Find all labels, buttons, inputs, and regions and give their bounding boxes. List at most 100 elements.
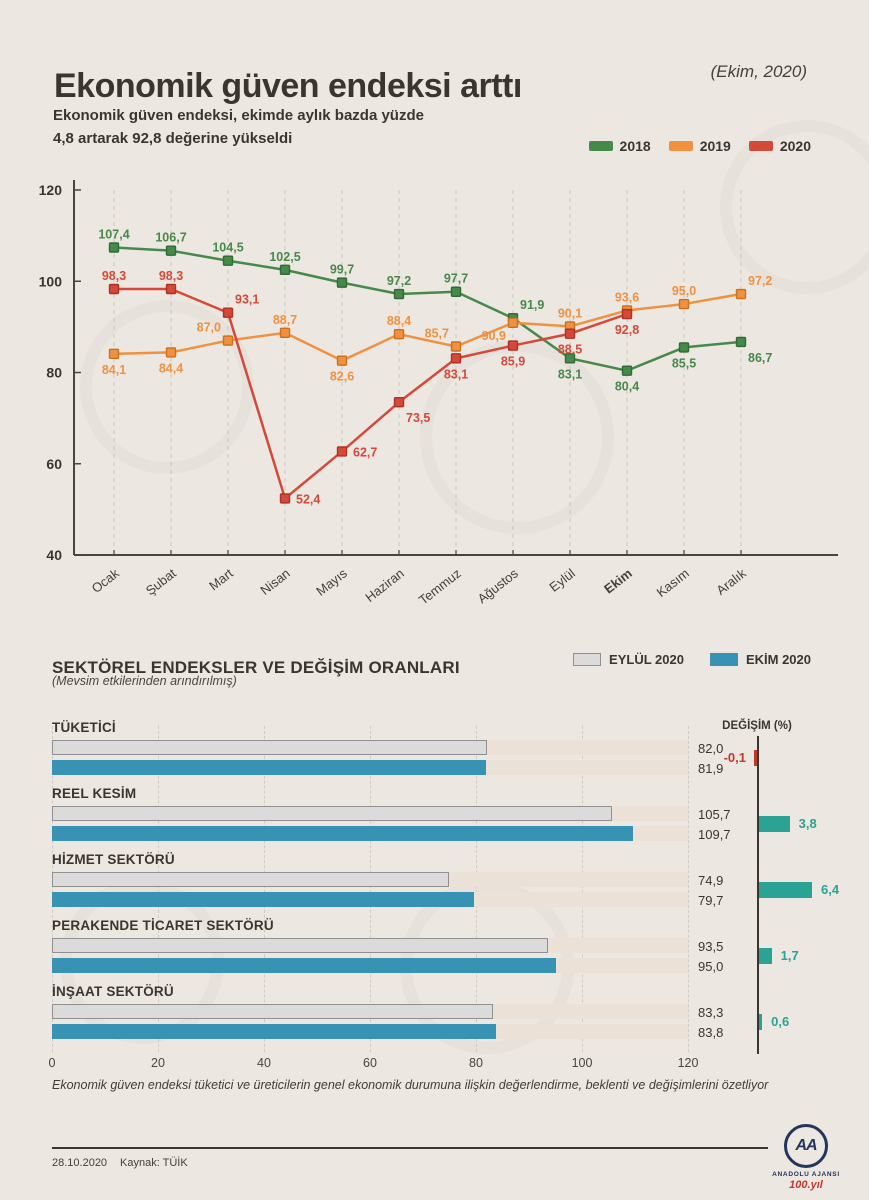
change-bar xyxy=(757,1013,763,1030)
line-chart-legend: 2018 2019 2020 xyxy=(588,138,811,154)
data-label: 90,1 xyxy=(558,306,582,320)
data-point-2018 xyxy=(393,288,405,300)
x-axis-label: Mayıs xyxy=(313,565,350,598)
bar-EYLÜL 2020 xyxy=(52,806,613,821)
data-label: 97,7 xyxy=(444,272,468,286)
gridline xyxy=(370,726,371,1052)
y-axis-label: 100 xyxy=(39,273,63,289)
bar-EYLÜL 2020 xyxy=(52,740,487,755)
x-axis-label: Nisan xyxy=(257,566,292,598)
legend-label: 2019 xyxy=(699,138,731,154)
data-label: 106,7 xyxy=(155,231,186,245)
data-point-2018 xyxy=(678,342,690,353)
data-label: 87,0 xyxy=(197,321,221,335)
data-point-2018 xyxy=(564,353,576,364)
page-subtitle: Ekonomik güven endeksi, ekimde aylık baz… xyxy=(53,104,424,151)
data-label: 83,1 xyxy=(444,367,468,381)
bar-chart-legend: EYLÜL 2020 EKİM 2020 xyxy=(573,652,811,667)
data-label: 97,2 xyxy=(748,274,772,288)
agency-logo: AA ANADOLU AJANSI 100.yıl xyxy=(771,1124,841,1191)
bar-EKİM 2020 xyxy=(52,826,634,841)
data-point-2020 xyxy=(621,308,633,320)
data-label: 107,4 xyxy=(98,227,129,241)
bar-category-label: REEL KESİM xyxy=(52,786,137,801)
data-point-2018 xyxy=(108,242,120,253)
y-axis-label: 80 xyxy=(46,365,62,381)
bar-value-label: 79,7 xyxy=(698,893,724,908)
x-axis-label: Haziran xyxy=(362,566,407,605)
legend-label: EYLÜL 2020 xyxy=(609,652,684,667)
footer-divider xyxy=(52,1147,768,1149)
data-point-2019 xyxy=(735,288,747,300)
x-axis-label: Aralık xyxy=(713,565,749,598)
gridline xyxy=(688,726,689,1052)
data-label: 84,4 xyxy=(159,361,183,375)
aa-logo-icon: AA xyxy=(784,1124,828,1168)
x-axis-label: Kasım xyxy=(654,566,692,601)
data-point-2020 xyxy=(336,446,348,457)
data-point-2020 xyxy=(108,283,120,295)
gridline xyxy=(52,726,53,1052)
bar-EKİM 2020 xyxy=(52,760,487,775)
data-label: 97,2 xyxy=(387,274,411,288)
footnote: Ekonomik güven endeksi tüketici ve üreti… xyxy=(52,1078,769,1092)
bar-category-label: HİZMET SEKTÖRÜ xyxy=(52,852,175,867)
subtitle-line-2: 4,8 artarak 92,8 değerine yükseldi xyxy=(53,130,293,148)
period-label: (Ekim, 2020) xyxy=(710,62,807,81)
gridline xyxy=(264,726,265,1052)
bar-EYLÜL 2020 xyxy=(52,872,449,887)
data-point-2018 xyxy=(450,286,462,297)
data-point-2019 xyxy=(507,317,519,328)
data-label: 62,7 xyxy=(353,445,377,459)
data-label: 99,7 xyxy=(330,263,354,277)
change-bar xyxy=(757,947,772,964)
subtitle-line-1: Ekonomik güven endeksi, ekimde aylık baz… xyxy=(53,107,424,124)
data-point-2018 xyxy=(336,277,348,288)
legend-label: EKİM 2020 xyxy=(745,652,811,667)
data-point-2020 xyxy=(564,328,576,339)
legend-swatch-icon xyxy=(709,653,738,666)
section-title: SEKTÖREL ENDEKSLER VE DEĞİŞİM ORANLARI xyxy=(52,658,460,678)
change-bar xyxy=(757,815,790,832)
data-label: 83,1 xyxy=(558,367,582,381)
data-label: 93,6 xyxy=(615,290,639,304)
legend-item-2019: 2019 xyxy=(668,138,731,154)
data-label: 52,4 xyxy=(296,492,320,506)
change-column-header: DEĞİŞİM (%) xyxy=(722,720,792,732)
change-value-label: 1,7 xyxy=(780,947,799,963)
legend-item-2020: 2020 xyxy=(748,138,811,154)
data-label: 88,5 xyxy=(558,343,582,357)
bar-EKİM 2020 xyxy=(52,1024,497,1039)
data-point-2020 xyxy=(450,353,462,364)
legend-label: 2018 xyxy=(619,138,651,154)
data-point-2019 xyxy=(279,327,291,339)
data-label: 73,5 xyxy=(406,411,430,425)
legend-swatch-icon xyxy=(748,141,773,151)
bar-value-label: 109,7 xyxy=(698,827,731,842)
change-value-label: 3,8 xyxy=(798,815,817,831)
anniversary-label: 100.yıl xyxy=(789,1179,823,1191)
change-bar xyxy=(757,881,813,898)
x-axis-label: Ekim xyxy=(601,566,635,597)
data-point-2018 xyxy=(735,336,747,348)
legend-swatch-icon xyxy=(668,141,693,151)
data-label: 86,7 xyxy=(748,351,772,365)
publish-date: 28.10.2020 xyxy=(52,1157,108,1169)
section-subtitle: (Mevsim etkilerinden arındırılmış) xyxy=(52,674,237,688)
change-value-label: -0,1 xyxy=(723,749,746,765)
data-label: 88,7 xyxy=(273,313,297,327)
data-point-2019 xyxy=(393,328,405,340)
bar-x-axis-label: 20 xyxy=(151,1056,165,1070)
data-label: 98,3 xyxy=(159,269,183,283)
x-axis-label: Ağustos xyxy=(475,565,522,606)
legend-swatch-icon xyxy=(588,141,613,151)
gridline xyxy=(476,726,477,1052)
data-point-2019 xyxy=(108,348,120,359)
bar-x-axis-label: 100 xyxy=(571,1056,593,1070)
data-label: 91,9 xyxy=(520,298,544,312)
x-axis-label: Ocak xyxy=(89,565,123,596)
data-point-2019 xyxy=(165,347,177,358)
line-series-2018 xyxy=(113,246,742,372)
data-point-2018 xyxy=(621,365,633,376)
